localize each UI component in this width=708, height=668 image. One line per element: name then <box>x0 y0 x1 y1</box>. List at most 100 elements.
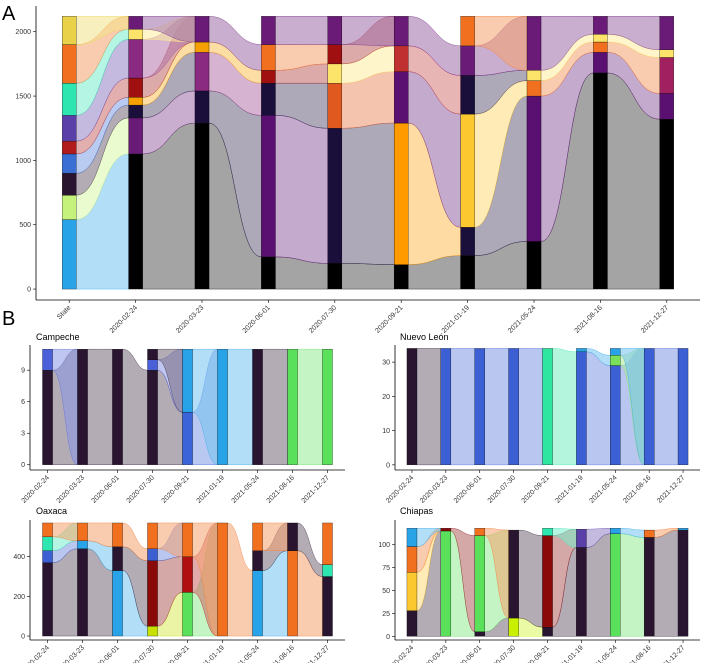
stratum <box>474 631 485 637</box>
stratum <box>77 548 88 637</box>
stratum <box>147 522 158 549</box>
stratum <box>147 370 158 465</box>
x-tick-label: 2021-05-24 <box>588 644 618 663</box>
stratum <box>77 540 88 549</box>
stratum <box>593 72 608 290</box>
stratum <box>147 349 158 360</box>
flow <box>341 16 395 47</box>
stratum <box>508 529 519 619</box>
stratum <box>128 117 143 155</box>
panel-title: Chiapas <box>400 506 434 516</box>
stratum <box>128 104 143 119</box>
x-tick-label: 2020-07-30 <box>308 304 338 334</box>
stratum <box>252 349 263 465</box>
x-tick-label: 2021-05-24 <box>231 474 261 504</box>
stratum <box>593 16 608 35</box>
flow <box>484 528 509 619</box>
x-tick-label: 2020-07-30 <box>126 644 156 663</box>
flow <box>620 348 645 466</box>
flow <box>262 349 288 465</box>
x-tick-label: 2020-07-30 <box>126 474 156 504</box>
stratum <box>42 349 53 371</box>
stratum <box>261 115 276 258</box>
x-tick-label: 2020-09-21 <box>521 644 551 663</box>
stratum <box>194 90 210 124</box>
x-tick-label: 2021-01-19 <box>555 644 585 663</box>
stratum <box>508 617 519 637</box>
x-tick-label: 2020-02-24 <box>21 644 51 663</box>
stratum <box>147 548 158 561</box>
stratum <box>474 528 485 536</box>
stratum <box>42 550 53 563</box>
panel: B Campeche 0 3 6 9 2020-02-24 2020-03-23 2020-06… <box>2 308 345 505</box>
flow <box>297 349 323 465</box>
stratum <box>474 535 485 632</box>
flow <box>341 122 395 265</box>
x-tick-label: 2021-12-27 <box>656 644 686 663</box>
stratum <box>406 348 418 466</box>
stratum <box>460 45 475 76</box>
stratum <box>322 522 333 565</box>
y-tick-label: 30 <box>382 360 390 367</box>
stratum <box>677 528 689 531</box>
flow <box>653 529 679 637</box>
stratum <box>261 83 276 116</box>
y-tick-label: 0 <box>27 287 31 294</box>
stratum <box>252 522 263 551</box>
stratum <box>593 41 608 53</box>
stratum <box>659 57 674 94</box>
flow <box>275 115 328 264</box>
stratum <box>182 412 193 465</box>
x-tick-label: 2020-07-30 <box>487 644 517 663</box>
x-tick-label: 2021-12-27 <box>301 474 331 504</box>
stratum <box>327 263 342 290</box>
x-tick-label: 2021-05-24 <box>507 304 537 334</box>
y-tick-label: 0 <box>21 462 25 469</box>
stratum <box>42 370 53 465</box>
stratum <box>261 44 276 71</box>
x-tick-label: 2020-02-24 <box>385 644 415 663</box>
stratum <box>677 348 689 466</box>
stratum <box>252 550 263 571</box>
stratum <box>644 348 655 466</box>
stratum <box>287 522 298 551</box>
panel-title: Oaxaca <box>36 506 67 516</box>
y-tick-label: 200 <box>13 594 25 601</box>
x-tick-label: 2020-09-21 <box>374 304 404 334</box>
stratum <box>327 63 342 84</box>
y-tick-label: 1000 <box>15 158 31 165</box>
stratum <box>217 349 228 465</box>
flow <box>484 348 509 466</box>
stratum <box>182 556 193 593</box>
stratum <box>440 530 451 637</box>
stratum <box>128 77 143 98</box>
stratum <box>182 522 193 557</box>
stratum <box>128 39 143 79</box>
flow <box>52 349 78 465</box>
x-tick-label: 2021-08-16 <box>622 644 652 663</box>
stratum <box>147 359 158 371</box>
stratum <box>659 119 674 290</box>
y-tick-label: 25 <box>382 611 390 618</box>
stratum <box>261 16 276 45</box>
stratum <box>576 529 587 548</box>
y-tick-label: 0 <box>386 634 390 641</box>
x-tick-label: 2020-03-23 <box>419 474 449 504</box>
stratum <box>287 349 298 465</box>
stratum <box>474 348 485 466</box>
stratum <box>77 349 88 465</box>
y-tick-label: 500 <box>19 222 31 229</box>
stratum <box>526 70 542 81</box>
x-tick-label: 2020-09-21 <box>161 644 191 663</box>
stratum <box>62 219 77 290</box>
stratum <box>394 45 409 72</box>
panel: A 0 500 1000 1500 2000 State 2020-02-24 2020-03-… <box>2 3 700 335</box>
y-tick-label: 100 <box>378 542 390 549</box>
x-tick-label: 2020-03-23 <box>56 644 86 663</box>
stratum <box>406 528 418 547</box>
stratum <box>460 16 475 47</box>
stratum <box>287 550 298 637</box>
stratum <box>194 52 210 92</box>
stratum <box>460 113 475 228</box>
flow <box>518 348 543 466</box>
